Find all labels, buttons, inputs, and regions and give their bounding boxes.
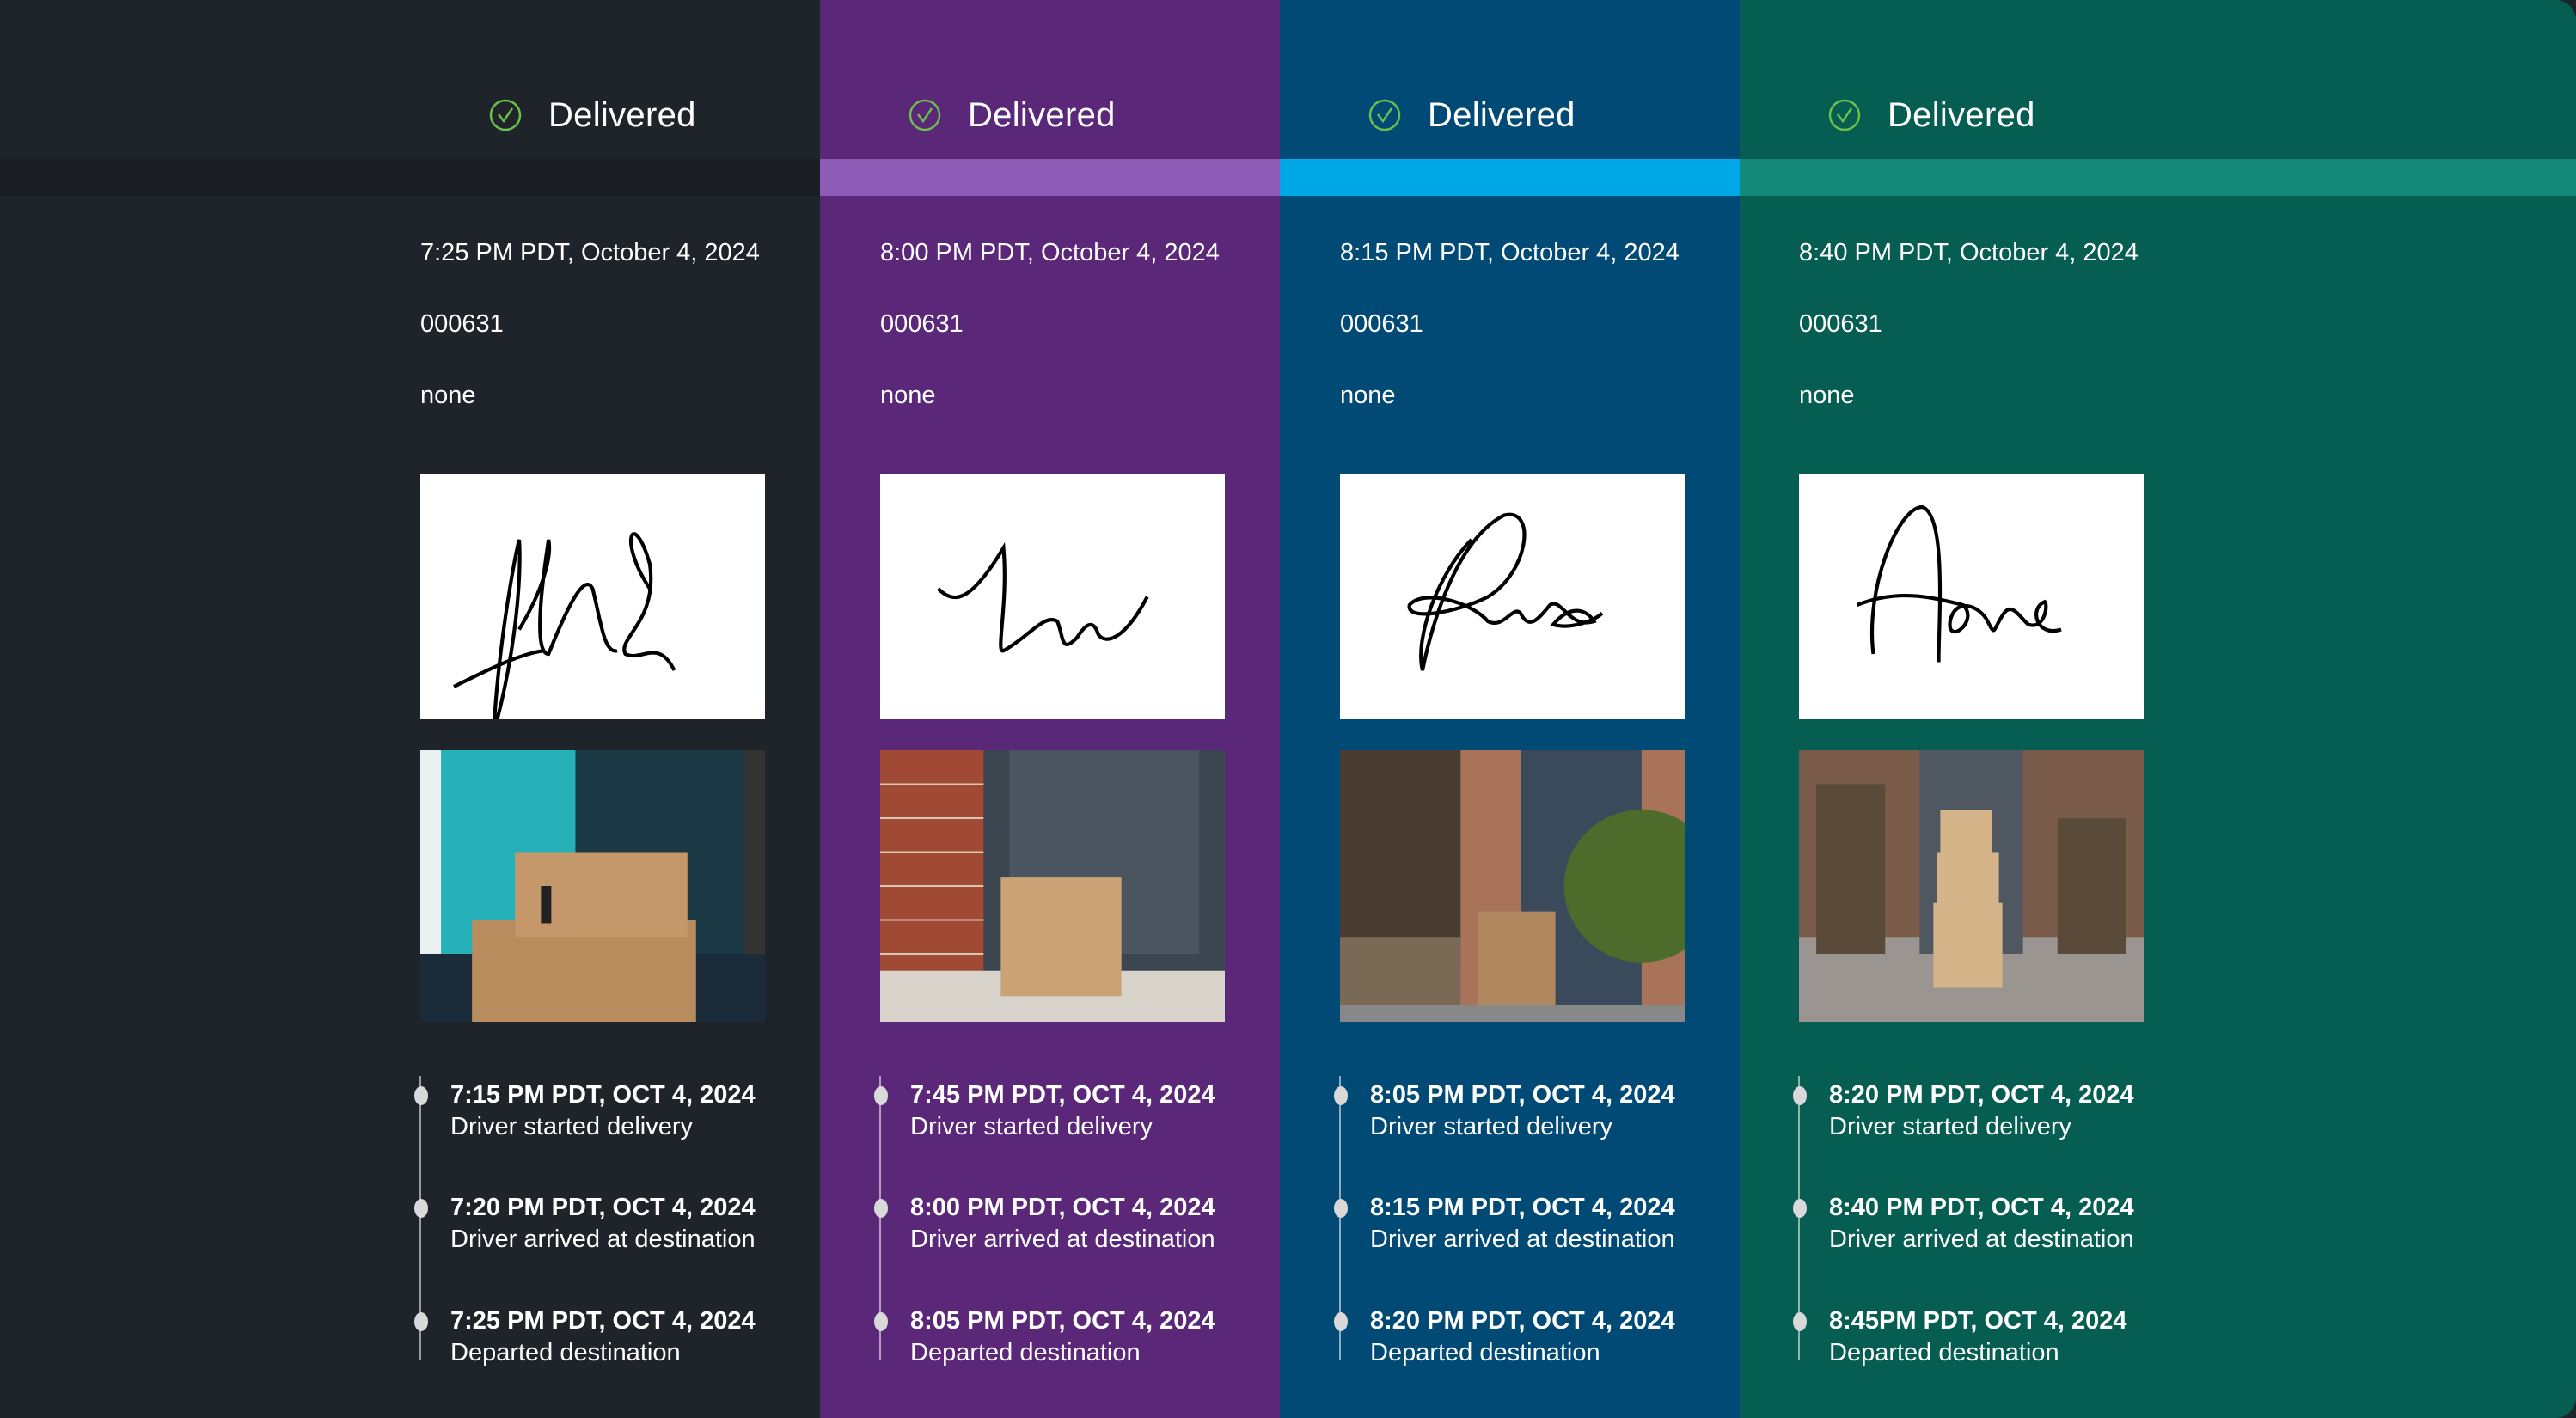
timeline-dot — [874, 1086, 888, 1105]
status: Delivered — [908, 95, 1116, 136]
delivered-time: 8:00 PM PDT, October 4, 2024 — [880, 239, 1220, 266]
delivery-column: Delivered 8:15 PM PDT, October 4, 2024 0… — [1280, 0, 1740, 1418]
signature-image — [880, 474, 1225, 719]
event-label: Driver arrived at destination — [1370, 1225, 1675, 1253]
signature-image — [420, 474, 765, 802]
status-label: Delivered — [968, 95, 1116, 134]
check-circle-icon — [1368, 99, 1401, 131]
timeline-dot — [1793, 1086, 1807, 1105]
color-stripe — [1280, 159, 1740, 196]
event-time: 8:45PM PDT, OCT 4, 2024 — [1829, 1307, 2127, 1335]
signature-image — [1340, 474, 1685, 719]
delivery-note: none — [1799, 382, 1855, 409]
event-time: 7:20 PM PDT, OCT 4, 2024 — [450, 1194, 756, 1221]
status-label: Delivered — [1428, 95, 1576, 134]
delivery-column: Delivered 8:00 PM PDT, October 4, 2024 0… — [820, 0, 1280, 1418]
column-header — [0, 0, 820, 159]
status: Delivered — [488, 95, 696, 136]
event-label: Driver started delivery — [1829, 1113, 2072, 1140]
delivered-time: 8:15 PM PDT, October 4, 2024 — [1340, 239, 1680, 266]
event-label: Driver arrived at destination — [1829, 1225, 2134, 1253]
check-circle-icon — [909, 99, 941, 131]
color-stripe — [820, 159, 1280, 196]
delivery-note: none — [880, 382, 936, 409]
order-id: 000631 — [1340, 310, 1423, 338]
event-time: 7:25 PM PDT, OCT 4, 2024 — [450, 1307, 756, 1335]
timeline-dot — [1793, 1199, 1807, 1218]
event-label: Driver started delivery — [1370, 1113, 1613, 1140]
status-label: Delivered — [1888, 95, 2035, 134]
event-label: Departed destination — [450, 1339, 681, 1366]
check-circle-icon — [1828, 99, 1861, 131]
event-label: Departed destination — [910, 1339, 1141, 1366]
delivery-column: Delivered 7:25 PM PDT, October 4, 2024 0… — [0, 0, 820, 1418]
timeline-dot — [1334, 1199, 1348, 1218]
order-id: 000631 — [420, 310, 504, 338]
event-label: Driver started delivery — [450, 1113, 694, 1140]
timeline-dot — [414, 1086, 428, 1105]
delivered-time: 7:25 PM PDT, October 4, 2024 — [420, 239, 760, 266]
check-circle-icon — [489, 99, 522, 131]
delivered-time: 8:40 PM PDT, October 4, 2024 — [1799, 239, 2139, 266]
event-label: Driver started delivery — [910, 1113, 1153, 1140]
event-time: 7:15 PM PDT, OCT 4, 2024 — [450, 1081, 756, 1109]
event-time: 8:00 PM PDT, OCT 4, 2024 — [910, 1194, 1215, 1221]
status: Delivered — [1368, 95, 1576, 136]
timeline-dot — [874, 1199, 888, 1218]
timeline-line — [879, 1076, 881, 1360]
order-id: 000631 — [1799, 310, 1882, 338]
color-stripe — [0, 159, 820, 196]
event-time: 8:20 PM PDT, OCT 4, 2024 — [1370, 1307, 1675, 1335]
event-time: 8:05 PM PDT, OCT 4, 2024 — [910, 1307, 1215, 1335]
timeline-dot — [414, 1312, 428, 1331]
delivery-note: none — [1340, 382, 1396, 409]
timeline-dot — [414, 1199, 428, 1218]
timeline-line — [1339, 1076, 1341, 1360]
timeline-dot — [1334, 1086, 1348, 1105]
timeline-dot — [874, 1312, 888, 1331]
proof-of-delivery-photo — [880, 750, 1225, 1022]
timeline-line — [419, 1076, 421, 1360]
proof-of-delivery-photo — [1340, 750, 1685, 1022]
event-time: 8:15 PM PDT, OCT 4, 2024 — [1370, 1194, 1675, 1221]
order-id: 000631 — [880, 310, 964, 338]
proof-of-delivery-photo — [420, 750, 765, 1022]
timeline-dot — [1334, 1312, 1348, 1331]
timeline-line — [1798, 1076, 1800, 1360]
event-label: Departed destination — [1829, 1339, 2059, 1366]
status: Delivered — [1827, 95, 2035, 136]
event-time: 8:40 PM PDT, OCT 4, 2024 — [1829, 1194, 2134, 1221]
event-time: 7:45 PM PDT, OCT 4, 2024 — [910, 1081, 1215, 1109]
color-stripe — [1740, 159, 2576, 196]
status-label: Delivered — [548, 95, 696, 134]
event-label: Driver arrived at destination — [910, 1225, 1215, 1253]
proof-of-delivery-photo — [1799, 750, 2144, 1022]
timeline-dot — [1793, 1312, 1807, 1331]
signature-image — [1799, 474, 2144, 719]
event-label: Departed destination — [1370, 1339, 1600, 1366]
event-time: 8:05 PM PDT, OCT 4, 2024 — [1370, 1081, 1675, 1109]
event-time: 8:20 PM PDT, OCT 4, 2024 — [1829, 1081, 2134, 1109]
delivery-note: none — [420, 382, 476, 409]
delivery-column: Delivered 8:40 PM PDT, October 4, 2024 0… — [1740, 0, 2576, 1418]
event-label: Driver arrived at destination — [450, 1225, 756, 1253]
